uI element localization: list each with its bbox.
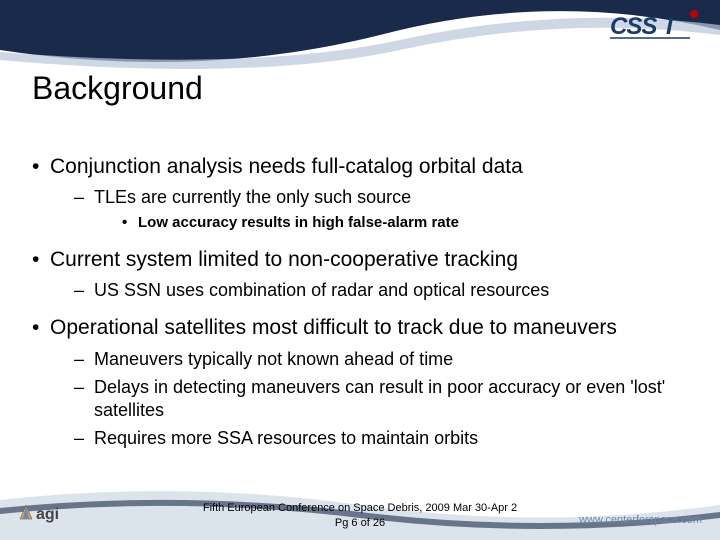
slide-body: Conjunction analysis needs full-catalog … [32,140,688,450]
bullet-l1: Current system limited to non-cooperativ… [32,247,688,302]
svg-text:I: I [666,13,674,40]
bullet-l1: Conjunction analysis needs full-catalog … [32,154,688,233]
bullet-l3: Low accuracy results in high false-alarm… [122,214,688,233]
bullet-l2: Maneuvers typically not known ahead of t… [74,348,688,371]
bullet-text: Low accuracy results in high false-alarm… [138,214,459,231]
bullet-text: TLEs are currently the only such source [94,187,411,207]
bullet-l1: Operational satellites most difficult to… [32,315,688,449]
bullet-text: Maneuvers typically not known ahead of t… [94,349,453,369]
bullet-l2: TLEs are currently the only such source … [74,186,688,232]
cssi-logo: CSS I [610,10,700,42]
bullet-text: Requires more SSA resources to maintain … [94,428,478,448]
bullet-text: Operational satellites most difficult to… [50,316,617,339]
bullet-text: US SSN uses combination of radar and opt… [94,280,549,300]
bullet-l2: Requires more SSA resources to maintain … [74,427,688,450]
footer-url: www.centerforspace.com [579,514,702,526]
slide-title: Background [32,70,203,107]
bullet-text: Current system limited to non-cooperativ… [50,248,518,271]
bullet-text: Delays in detecting maneuvers can result… [94,377,665,420]
bullet-l2: Delays in detecting maneuvers can result… [74,376,688,421]
bullet-text: Conjunction analysis needs full-catalog … [50,155,523,178]
svg-text:CSS: CSS [610,13,657,40]
bullet-l2: US SSN uses combination of radar and opt… [74,279,688,302]
